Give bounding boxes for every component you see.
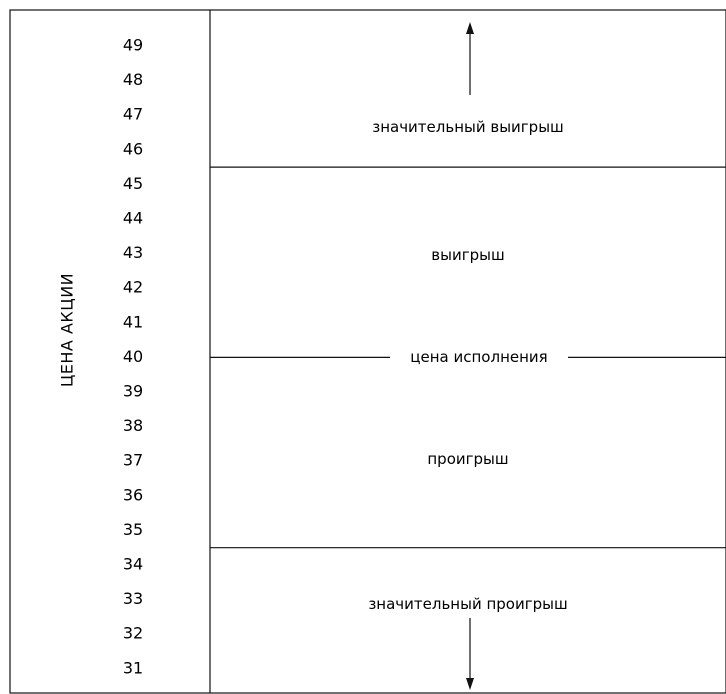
price-ticks: 49 48 47 46 45 44 43 42 41 40 39 38 37 36 35 34 33 32 31 <box>123 36 143 678</box>
price-tick: 44 <box>123 209 143 228</box>
price-tick: 33 <box>123 589 143 608</box>
big-loss-label: значительный проигрыш <box>368 595 567 613</box>
price-tick: 45 <box>123 174 143 193</box>
price-tick: 32 <box>123 624 143 643</box>
strike-price-label: цена исполнения <box>410 348 547 366</box>
price-tick: 40 <box>123 347 143 366</box>
big-gain-label: значительный выигрыш <box>372 118 564 136</box>
price-tick: 35 <box>123 520 143 539</box>
price-tick: 34 <box>123 555 143 574</box>
price-tick: 43 <box>123 243 143 262</box>
price-tick: 46 <box>123 139 143 158</box>
price-tick: 42 <box>123 278 143 297</box>
price-tick: 31 <box>123 658 143 677</box>
axis-title: ЦЕНА АКЦИИ <box>58 273 77 387</box>
price-tick: 48 <box>123 70 143 89</box>
price-tick: 41 <box>123 312 143 331</box>
diagram-frame <box>9 9 726 694</box>
price-tick: 38 <box>123 416 143 435</box>
price-tick: 39 <box>123 382 143 401</box>
price-tick: 47 <box>123 105 143 124</box>
price-tick: 37 <box>123 451 143 470</box>
down-arrow-icon <box>466 618 474 690</box>
price-tick: 49 <box>123 36 143 55</box>
price-tick: 36 <box>123 485 143 504</box>
up-arrow-icon <box>466 22 474 95</box>
gain-label: выигрыш <box>431 246 504 264</box>
loss-label: проигрыш <box>427 450 508 468</box>
